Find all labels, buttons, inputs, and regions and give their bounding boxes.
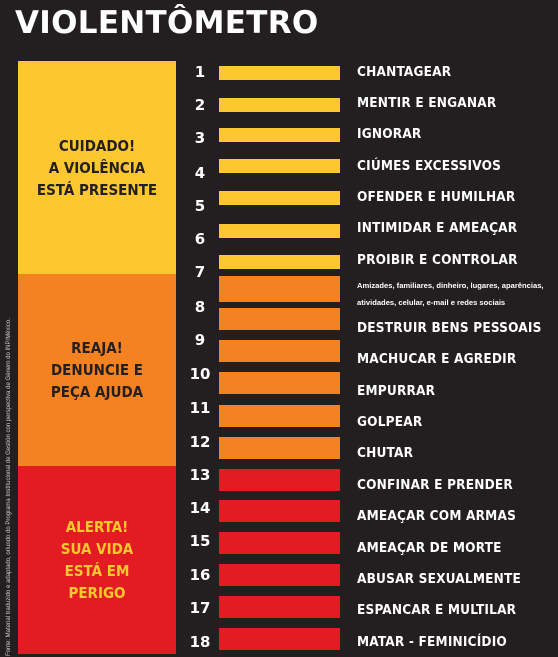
level-label: ESPANCAR E MULTILAR	[357, 602, 517, 618]
level-number: 1	[194, 63, 206, 81]
level-label: GOLPEAR	[357, 414, 423, 430]
level-label: CONFINAR E PRENDER	[357, 477, 513, 493]
level-bar	[219, 308, 340, 330]
level-number: 16	[189, 566, 211, 584]
level-label: CHUTAR	[357, 445, 414, 461]
level-bar	[219, 596, 340, 618]
level-bar	[219, 628, 340, 650]
level-bar	[219, 340, 340, 362]
level-number: 8	[194, 298, 206, 316]
level-bar	[219, 372, 340, 394]
source-credit: Fonte: Material traduzido e adaptado, or…	[6, 318, 12, 656]
level-bar	[219, 500, 340, 522]
level-number: 10	[189, 365, 211, 383]
level-number: 18	[189, 633, 211, 651]
level-number: 5	[194, 197, 206, 215]
level-label: MATAR - FEMINICÍDIO	[357, 634, 507, 650]
level-bar	[219, 66, 340, 80]
level-number: 2	[194, 96, 206, 114]
level-label: PROIBIR E CONTROLAR	[357, 252, 518, 268]
zone-caution: CUIDADO! A VIOLÊNCIA ESTÁ PRESENTE	[18, 61, 176, 274]
level-label: ABUSAR SEXUALMENTE	[357, 571, 521, 587]
level-bar	[219, 405, 340, 427]
level-number: 7	[194, 263, 206, 281]
page-title: VIOLENTÔMETRO	[15, 5, 319, 41]
level-label: AMEAÇAR DE MORTE	[357, 540, 502, 556]
zone-caution-label: CUIDADO! A VIOLÊNCIA ESTÁ PRESENTE	[36, 136, 158, 199]
zone-react-label: REAJA! DENUNCIE E PEÇA AJUDA	[50, 339, 144, 401]
level-number: 12	[189, 433, 211, 451]
level-bar	[219, 224, 340, 238]
zone-alert-label: ALERTA! SUA VIDA ESTÁ EM PERIGO	[60, 518, 134, 602]
level-bar	[219, 532, 340, 554]
zone-react: REAJA! DENUNCIE E PEÇA AJUDA	[18, 274, 176, 466]
level-number: 11	[189, 399, 211, 417]
level-label: CIÚMES EXCESSIVOS	[357, 158, 502, 174]
level-label: IGNORAR	[357, 126, 422, 142]
level-bar	[219, 564, 340, 586]
level-bar	[219, 128, 340, 142]
level-bar	[219, 98, 340, 112]
level-number: 13	[189, 466, 211, 484]
level-label: OFENDER E HUMILHAR	[357, 189, 516, 205]
level-number: 4	[194, 164, 206, 182]
level-number: 15	[189, 532, 211, 550]
level-label: EMPURRAR	[357, 383, 436, 399]
level-number: 17	[189, 599, 211, 617]
level-bar	[219, 469, 340, 491]
zone-alert: ALERTA! SUA VIDA ESTÁ EM PERIGO	[18, 466, 176, 654]
level-number: 6	[194, 230, 206, 248]
level-bar	[219, 191, 340, 205]
level-label: DESTRUIR BENS PESSOAIS	[357, 320, 542, 336]
level-label: CHANTAGEAR	[357, 64, 452, 80]
level-number: 9	[194, 331, 206, 349]
level-label: AMEAÇAR COM ARMAS	[357, 508, 517, 524]
controlled-items-note: Amizades, familiares, dinheiro, lugares,…	[357, 281, 544, 307]
level-bar	[219, 255, 340, 269]
level-label: INTIMIDAR E AMEAÇAR	[357, 220, 518, 236]
level-number: 3	[194, 129, 206, 147]
level-bar	[219, 437, 340, 459]
level-number: 14	[189, 499, 211, 517]
level-bar	[219, 276, 340, 302]
level-label: MENTIR E ENGANAR	[357, 95, 497, 111]
level-label: MACHUCAR E AGREDIR	[357, 351, 517, 367]
level-bar	[219, 159, 340, 173]
